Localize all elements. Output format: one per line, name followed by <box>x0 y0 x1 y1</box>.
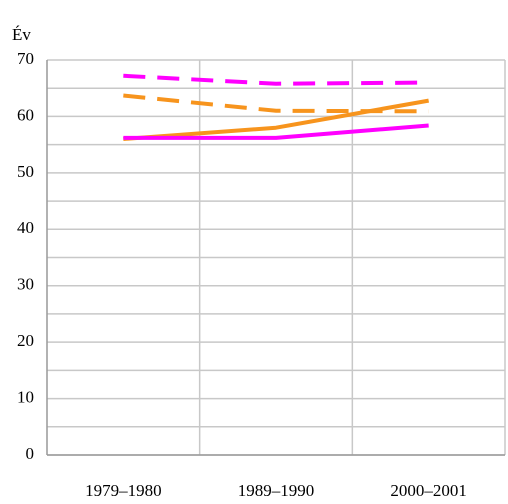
line-series <box>123 98 430 141</box>
x-tick-label: 1979–1980 <box>85 481 162 500</box>
line-series <box>123 123 429 140</box>
y-axis-label: Év <box>12 25 31 44</box>
y-tick-label: 40 <box>17 218 34 237</box>
line-series <box>123 73 429 86</box>
y-tick-label: 30 <box>17 275 34 294</box>
x-tick-label: 1989–1990 <box>238 481 315 500</box>
y-tick-label: 60 <box>17 105 34 124</box>
y-tick-label: 0 <box>26 444 35 463</box>
y-tick-label: 20 <box>17 331 34 350</box>
x-tick-label: 2000–2001 <box>390 481 467 500</box>
y-tick-label: 70 <box>17 49 34 68</box>
y-tick-label: 50 <box>17 162 34 181</box>
y-tick-label: 10 <box>17 387 34 406</box>
